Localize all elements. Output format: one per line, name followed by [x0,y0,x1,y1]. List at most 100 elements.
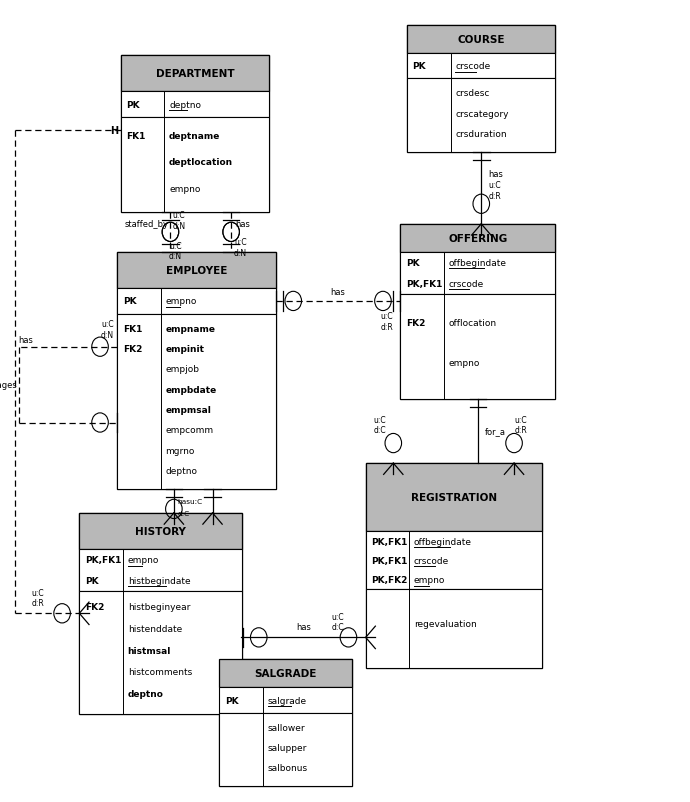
Text: FK2: FK2 [85,602,104,611]
Bar [400,225,555,399]
Text: empname: empname [166,324,215,333]
Text: histcomments: histcomments [128,667,192,677]
Text: SALGRADE: SALGRADE [255,668,317,678]
Text: PK: PK [123,297,137,306]
Text: empno: empno [414,575,445,585]
Text: HISTORY: HISTORY [135,526,186,537]
Text: DEPARTMENT: DEPARTMENT [156,69,234,79]
Text: salgrade: salgrade [268,695,307,705]
Text: REGISTRATION: REGISTRATION [411,492,497,503]
Text: PK: PK [225,695,239,705]
Text: u:C
d:N: u:C d:N [234,238,247,257]
Text: salupper: salupper [268,743,307,752]
Text: offbegindate: offbegindate [414,537,472,546]
Text: has: has [489,169,503,179]
Bar [407,26,555,54]
Text: staffed_by: staffed_by [125,220,169,229]
Text: histbeginyear: histbeginyear [128,602,190,611]
Text: manages: manages [0,381,17,390]
Bar [407,54,555,79]
Text: empmsal: empmsal [166,406,211,415]
Bar [79,591,242,714]
Bar [121,56,269,213]
Text: histenddate: histenddate [128,624,182,633]
Text: crscategory: crscategory [455,109,509,119]
Text: u:C
d:N: u:C d:N [101,320,114,339]
Text: PK: PK [126,100,140,110]
Text: crsdesc: crsdesc [455,89,490,98]
Text: u:C
d:N: u:C d:N [169,241,182,261]
Text: COURSE: COURSE [457,34,505,45]
Text: mgrno: mgrno [166,446,195,455]
Text: H: H [110,126,119,136]
Text: u:C
d:R: u:C d:R [515,415,527,435]
Bar [79,513,242,549]
Text: FK2: FK2 [406,318,425,327]
Text: histmsal: histmsal [128,646,171,654]
Bar [79,549,242,591]
Text: PK,FK1: PK,FK1 [406,279,442,289]
Text: offbegindate: offbegindate [448,258,506,268]
Text: empjob: empjob [166,365,199,374]
Text: for_a: for_a [484,427,506,436]
Text: empno: empno [128,555,159,565]
Text: has: has [235,220,250,229]
Text: offlocation: offlocation [448,318,497,327]
Text: PK: PK [413,62,426,71]
Text: regevaluation: regevaluation [414,619,477,628]
Text: histbegindate: histbegindate [128,576,190,585]
Text: deptno: deptno [128,690,164,699]
Text: deptname: deptname [169,132,220,141]
Bar [219,659,352,786]
Bar [219,659,352,687]
Text: PK,FK1: PK,FK1 [85,555,121,565]
Text: d:C: d:C [177,510,190,516]
Bar [117,253,276,489]
Text: has: has [331,287,346,297]
Bar [121,92,269,118]
Text: deptno: deptno [166,467,197,476]
Bar [79,513,242,714]
Bar [366,532,542,589]
Text: empno: empno [166,297,197,306]
Bar [366,464,542,668]
Text: empno: empno [169,184,200,193]
Bar [219,713,352,786]
Text: FK1: FK1 [126,132,146,141]
Text: u:C
d:C: u:C d:C [332,612,344,631]
Text: salbonus: salbonus [268,764,308,772]
Text: crscode: crscode [455,62,491,71]
Text: u:C
d:R: u:C d:R [32,588,44,607]
Bar [219,687,352,713]
Text: empcomm: empcomm [166,426,214,435]
Text: deptno: deptno [169,100,201,110]
Text: PK: PK [406,258,420,268]
Text: u:C
d:N: u:C d:N [172,211,186,230]
Text: EMPLOYEE: EMPLOYEE [166,265,227,276]
Text: has: has [296,622,311,632]
Text: hasu:C: hasu:C [177,498,202,504]
Text: has: has [18,336,33,345]
Text: PK,FK1: PK,FK1 [371,556,408,565]
Bar [407,79,555,152]
Text: crscode: crscode [414,556,449,565]
Text: u:C
d:R: u:C d:R [381,312,393,331]
Text: crsduration: crsduration [455,130,507,139]
Text: sallower: sallower [268,723,306,731]
Bar [400,225,555,253]
Text: PK: PK [85,576,99,585]
Text: u:C
d:R: u:C d:R [489,181,501,200]
Bar [400,294,555,399]
Bar [407,26,555,152]
Text: empbdate: empbdate [166,385,217,394]
Text: PK,FK2: PK,FK2 [371,575,408,585]
Text: u:C
d:C: u:C d:C [373,415,386,435]
Bar [400,253,555,294]
Bar [117,314,276,489]
Text: FK2: FK2 [123,344,142,354]
Text: PK,FK1: PK,FK1 [371,537,408,546]
Text: OFFERING: OFFERING [448,233,507,244]
Bar [121,118,269,213]
Text: deptlocation: deptlocation [169,158,233,167]
Bar [366,464,542,532]
